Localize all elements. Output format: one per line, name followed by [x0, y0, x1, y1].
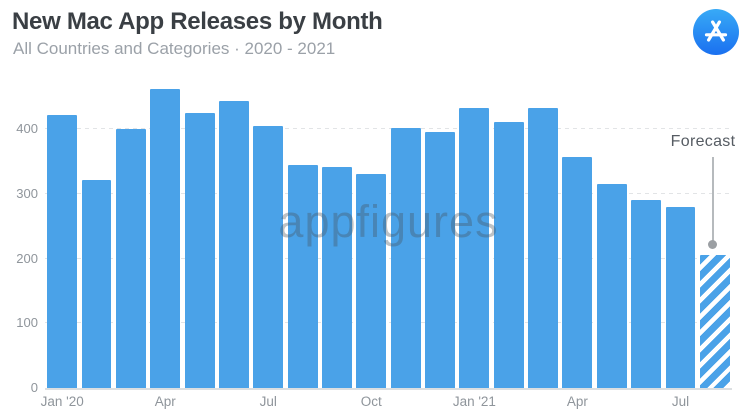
x-axis-tick-apr: Apr — [566, 394, 588, 409]
x-axis-tick-jul: Jul — [259, 394, 277, 409]
bar-mar-20[interactable] — [115, 129, 146, 388]
page-title: New Mac App Releases by Month — [12, 8, 383, 35]
app-store-icon[interactable] — [693, 9, 739, 55]
bar-jan-20[interactable] — [47, 115, 78, 388]
bar-jun-21[interactable] — [631, 199, 662, 388]
bar-aug-21-forecast[interactable] — [699, 254, 730, 388]
x-axis-tick-jan-21: Jan '21 — [452, 394, 496, 409]
gridline-100 — [45, 322, 732, 324]
y-axis-tick-100: 100 — [16, 315, 38, 331]
forecast-annotation-label: Forecast — [670, 133, 736, 150]
bar-jan-21[interactable] — [459, 108, 490, 388]
gridline-300 — [45, 192, 732, 194]
forecast-annotation-dot — [708, 240, 717, 249]
x-axis-tick-jan-20: Jan '20 — [40, 394, 84, 409]
bar-jul-20[interactable] — [253, 126, 284, 388]
bar-sep-20[interactable] — [322, 167, 352, 388]
x-axis-tick-oct: Oct — [360, 394, 382, 409]
bar-mar-21[interactable] — [528, 107, 559, 388]
bar-feb-20[interactable] — [81, 179, 112, 388]
bar-oct-20[interactable] — [356, 174, 387, 388]
gridline-400 — [45, 128, 732, 130]
forecast-annotation-line — [712, 157, 714, 241]
plot-area — [45, 85, 732, 390]
bar-aug-20[interactable] — [287, 164, 318, 388]
bar-may-20[interactable] — [184, 112, 215, 388]
y-axis-tick-200: 200 — [16, 250, 38, 266]
gridline-200 — [45, 257, 732, 259]
y-axis-tick-300: 300 — [16, 185, 38, 201]
bar-may-21[interactable] — [596, 184, 627, 388]
bar-nov-20[interactable] — [390, 128, 421, 388]
bar-jun-20[interactable] — [218, 101, 249, 388]
bar-apr-21[interactable] — [562, 156, 593, 388]
x-axis-tick-apr: Apr — [154, 394, 176, 409]
bar-feb-21[interactable] — [493, 121, 524, 388]
y-axis-tick-400: 400 — [16, 121, 38, 137]
y-axis-tick-0: 0 — [30, 380, 38, 395]
x-axis-tick-jul: Jul — [671, 394, 690, 409]
bar-jul-21[interactable] — [665, 207, 696, 388]
bar-dec-20[interactable] — [425, 131, 455, 388]
bar-apr-20[interactable] — [150, 88, 181, 388]
page-subtitle: All Countries and Categories · 2020 - 20… — [13, 39, 336, 58]
